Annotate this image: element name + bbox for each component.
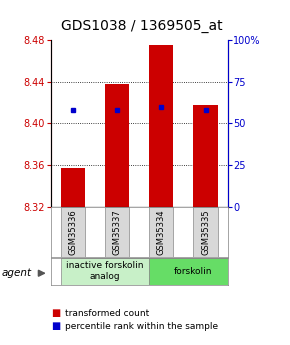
Bar [61,258,149,285]
Bar [149,258,238,285]
Bar [105,83,129,207]
Bar [61,168,85,207]
Text: GDS1038 / 1369505_at: GDS1038 / 1369505_at [61,19,223,33]
Bar [61,207,85,257]
Text: transformed count: transformed count [65,309,150,318]
Bar [149,45,173,207]
Text: ■: ■ [51,321,60,331]
Text: inactive forskolin
analog: inactive forskolin analog [66,262,144,281]
Text: ■: ■ [51,308,60,318]
Text: percentile rank within the sample: percentile rank within the sample [65,322,218,331]
Bar [193,207,218,257]
Bar [105,207,129,257]
Text: GSM35337: GSM35337 [113,209,122,255]
Bar [149,207,173,257]
Text: agent: agent [1,268,32,278]
Text: GSM35336: GSM35336 [68,209,77,255]
Text: forskolin: forskolin [174,267,213,276]
Text: GSM35335: GSM35335 [201,209,210,255]
Bar [193,105,218,207]
Text: GSM35334: GSM35334 [157,209,166,255]
